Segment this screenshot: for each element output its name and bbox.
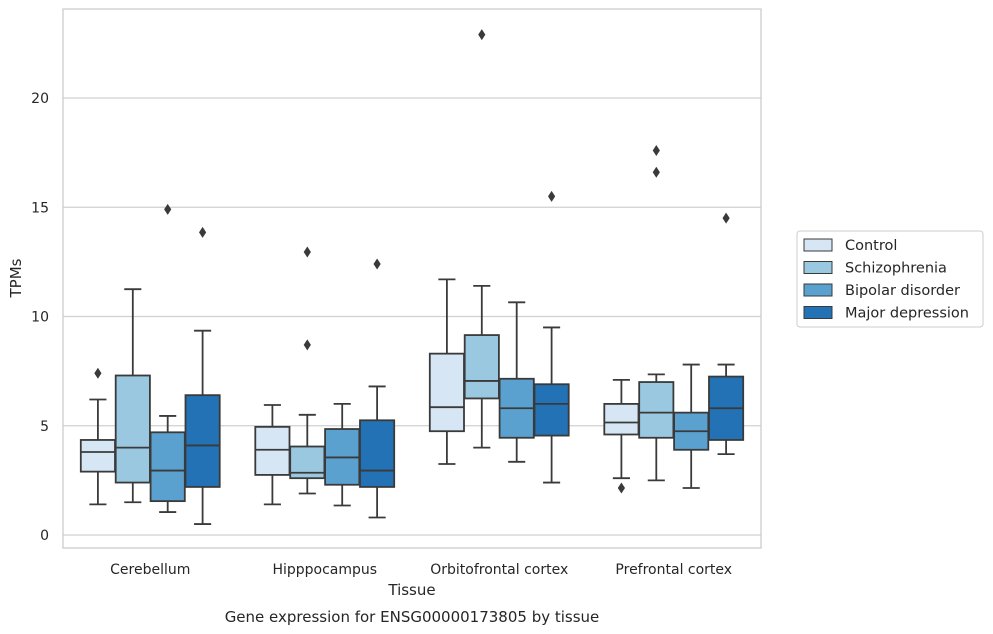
- y-tick-label: 10: [31, 310, 49, 326]
- box-group: [603, 378, 640, 494]
- legend-swatch: [803, 283, 833, 297]
- outlier-point: [478, 29, 486, 41]
- outlier-point: [722, 212, 730, 224]
- x-axis-ticks: Cerebellum Hipppocampus Orbitofrontal cort…: [110, 562, 732, 578]
- series-group: [184, 190, 745, 525]
- series-group: [79, 278, 640, 506]
- y-tick-label: 5: [40, 419, 49, 435]
- box-group: [428, 278, 465, 465]
- box-group: [708, 212, 745, 456]
- box: [359, 419, 396, 488]
- y-tick-label: 20: [31, 91, 49, 107]
- box: [149, 431, 186, 503]
- outlier-point: [164, 203, 172, 215]
- box: [463, 334, 500, 400]
- legend-swatch: [803, 238, 833, 252]
- series-group: [114, 29, 675, 504]
- box-group: [359, 258, 396, 519]
- box-group: [533, 190, 570, 484]
- outlier-point: [652, 166, 660, 178]
- outlier-point: [652, 144, 660, 156]
- box-group: [463, 29, 500, 449]
- box-group: [498, 301, 535, 463]
- outlier-point: [548, 190, 556, 202]
- x-tick-label: Prefrontal cortex: [615, 562, 732, 578]
- box-series: [79, 29, 745, 525]
- y-tick-label: 15: [31, 200, 49, 216]
- legend: Control Schizophrenia Bipolar disorder Majo…: [796, 230, 984, 328]
- outlier-point: [373, 258, 381, 270]
- box-group: [673, 363, 710, 489]
- y-tick-label: 0: [40, 528, 49, 544]
- outlier-point: [303, 339, 311, 351]
- y-axis-label: TPMs: [7, 258, 25, 298]
- x-tick-label: Orbitofrontal cortex: [430, 562, 568, 578]
- y-axis-ticks: 0 5 10 15 20: [31, 91, 49, 544]
- box: [603, 402, 640, 436]
- box-group: [254, 404, 291, 506]
- box: [114, 374, 151, 484]
- box: [638, 381, 675, 439]
- outlier-point: [303, 246, 311, 258]
- series-group: [149, 203, 710, 513]
- legend-label: Schizophrenia: [845, 261, 947, 277]
- outlier-point: [199, 226, 207, 238]
- legend-swatch: [803, 261, 833, 274]
- box: [533, 383, 570, 437]
- box: [428, 352, 465, 433]
- box-group: [114, 288, 151, 504]
- legend-label: Control: [845, 238, 897, 254]
- legend-label: Bipolar disorder: [845, 283, 960, 299]
- box: [184, 394, 221, 488]
- grid-lines: [63, 97, 761, 536]
- chart-caption: Gene expression for ENSG00000173805 by t…: [225, 608, 600, 626]
- outlier-point: [617, 482, 625, 494]
- box-group: [638, 144, 675, 482]
- box: [79, 439, 116, 473]
- legend-swatch: [803, 306, 833, 319]
- x-tick-label: Hipppocampus: [272, 562, 377, 578]
- box-group: [79, 367, 116, 506]
- box-group: [149, 203, 186, 513]
- outlier-point: [94, 367, 102, 379]
- legend-label: Major depression: [845, 306, 969, 322]
- plot-frame: [62, 8, 762, 549]
- box: [254, 425, 291, 476]
- x-tick-label: Cerebellum: [110, 562, 190, 578]
- legend-frame: [796, 230, 984, 328]
- box-group: [184, 226, 221, 525]
- x-axis-label: Tissue: [387, 581, 435, 599]
